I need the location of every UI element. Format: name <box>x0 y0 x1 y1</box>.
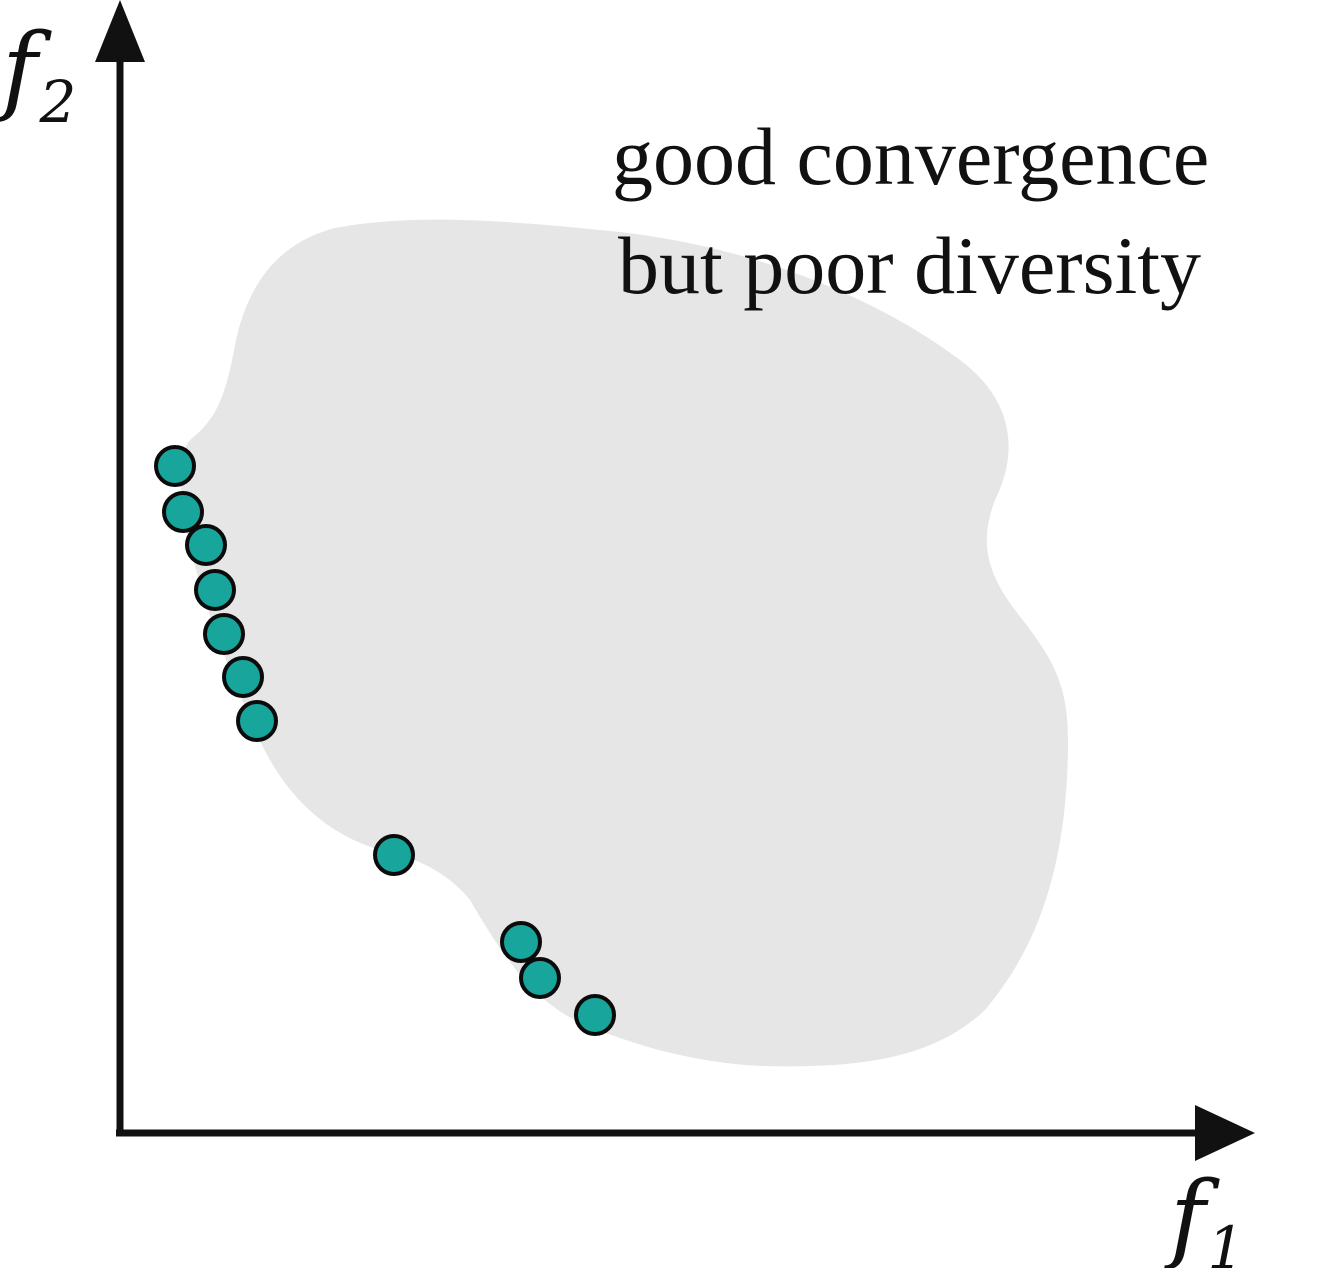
feasible-region <box>180 219 1068 1067</box>
solution-point <box>519 957 561 999</box>
solution-point <box>373 834 415 876</box>
x-axis-label-subscript: 1 <box>1208 1214 1245 1268</box>
solution-point <box>154 445 196 487</box>
solution-point <box>162 491 204 533</box>
annotation-line-1: good convergence <box>612 111 1209 202</box>
y-axis-arrowhead <box>95 0 145 62</box>
annotation-line-2: but poor diversity <box>618 220 1201 311</box>
x-axis-arrowhead <box>1195 1105 1255 1161</box>
solution-points <box>154 445 616 1036</box>
solution-point <box>236 700 278 742</box>
solution-point <box>574 994 616 1036</box>
x-axis-label: f1 <box>1164 1161 1244 1268</box>
solution-point <box>500 921 542 963</box>
solution-point <box>222 656 264 698</box>
y-axis-label-subscript: 2 <box>39 68 77 136</box>
solution-point <box>203 613 245 655</box>
y-axis-label: f2 <box>0 13 76 136</box>
solution-point <box>194 569 236 611</box>
solution-point <box>185 524 227 566</box>
